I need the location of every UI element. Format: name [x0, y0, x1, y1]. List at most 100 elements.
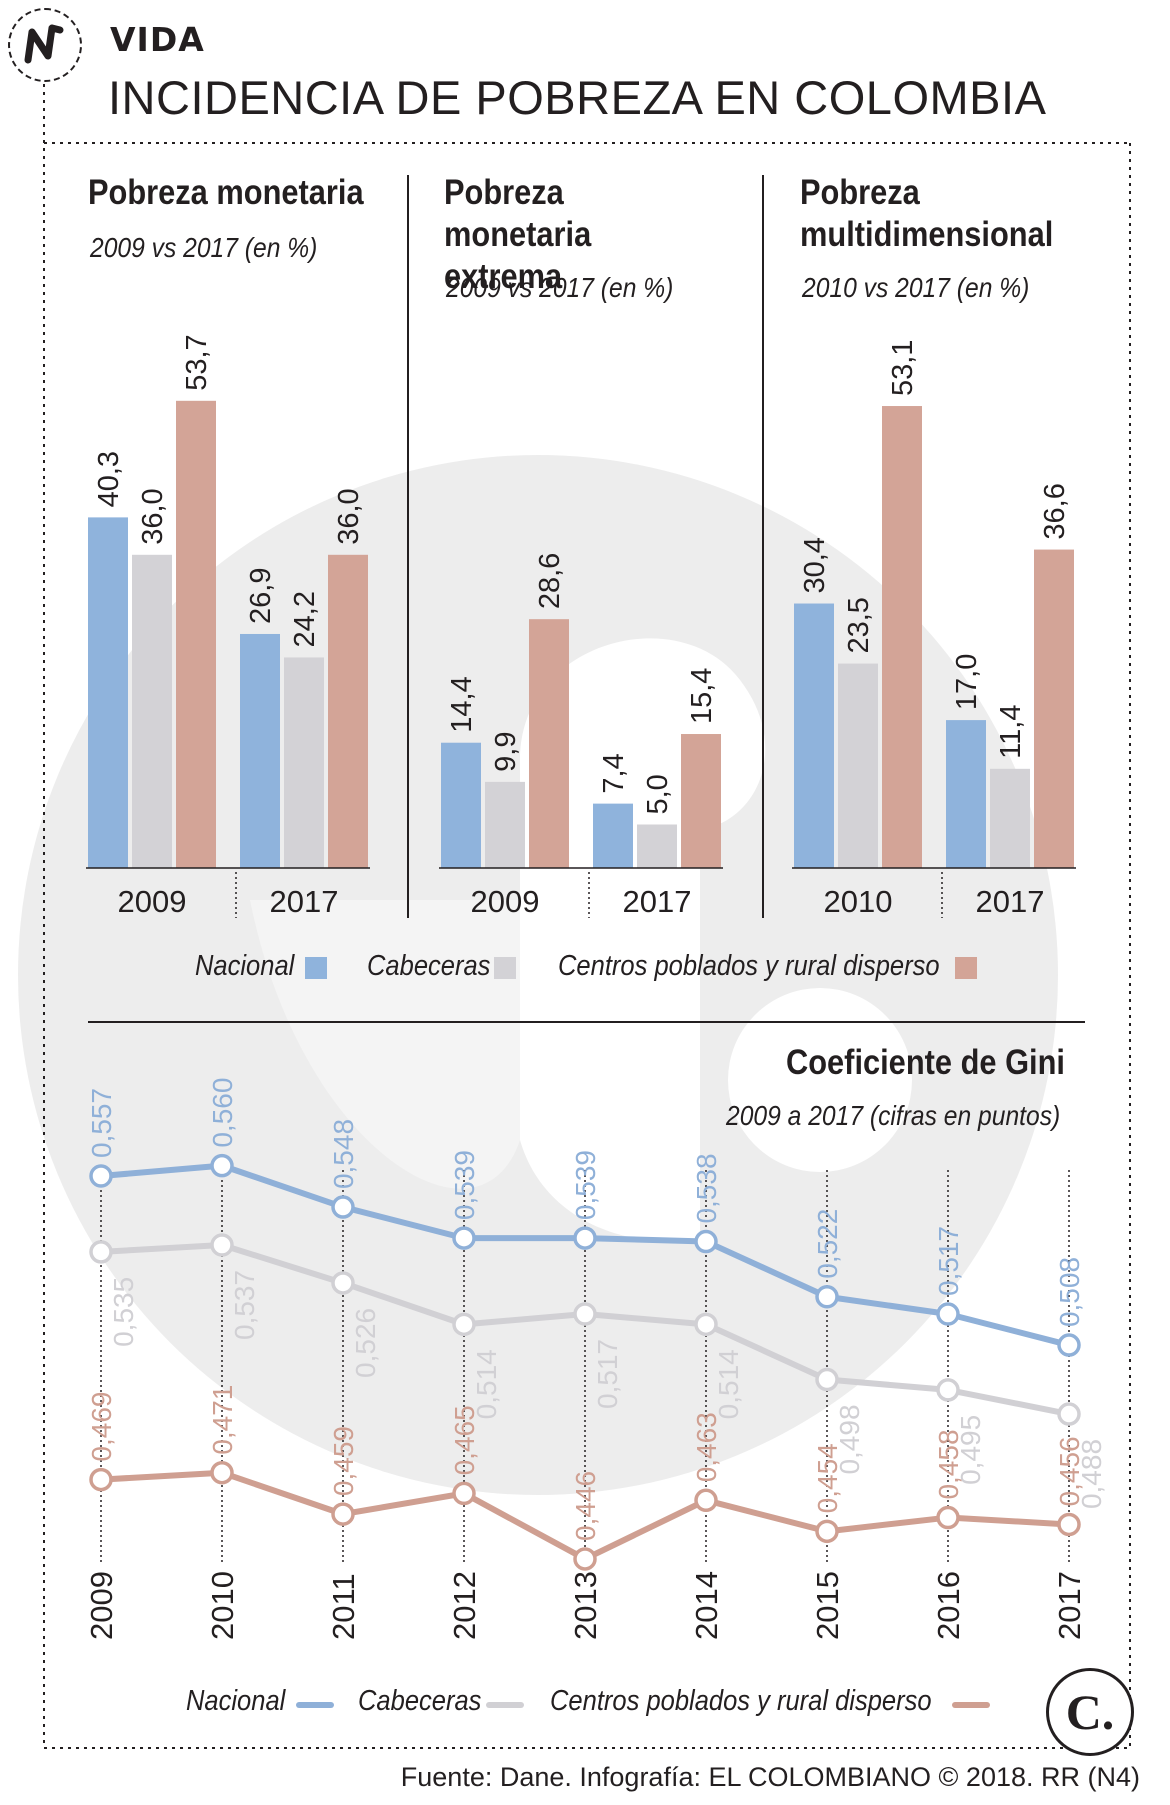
gini-year-label: 2014	[689, 1571, 724, 1640]
gini-value-label: 0,498	[834, 1404, 865, 1474]
bar-legend-swatch-cabeceras	[494, 957, 516, 979]
line-legend-swatch-cabeceras	[486, 1702, 524, 1708]
gini-point	[694, 1312, 718, 1337]
bar-value-label: 36,0	[333, 488, 365, 544]
bar-value-label: 17,0	[951, 654, 983, 710]
bar-legend-label-cabeceras: Cabeceras	[367, 950, 491, 982]
gini-point	[331, 1271, 355, 1295]
gini-point	[210, 1233, 234, 1257]
gini-value-label: 0,514	[713, 1349, 744, 1419]
bar-2-1-1	[990, 768, 1030, 868]
gini-value-label: 0,522	[812, 1209, 843, 1279]
bar-1-0-1	[485, 781, 525, 868]
gini-year-label: 2013	[568, 1571, 603, 1640]
gini-year-label: 2009	[84, 1571, 119, 1640]
gini-value-label: 0,459	[328, 1426, 359, 1496]
gini-value-label: 0,463	[691, 1412, 722, 1482]
bar-1-1-0	[593, 803, 633, 868]
gini-value-label: 0,456	[1054, 1436, 1085, 1506]
gini-plot: 2009 2010 2011 2012 2013 2014 2015 2016 2017 0,55…	[84, 1078, 1107, 1640]
gini-point	[936, 1378, 960, 1402]
bar-category-label: 2009	[118, 884, 187, 919]
bar-legend-label-rural: Centros poblados y rural disperso	[558, 950, 940, 982]
bar-0-1-0	[240, 633, 280, 868]
bar-value-label: 7,4	[598, 753, 630, 793]
bar-1-1-2	[681, 734, 721, 868]
bar-category-label: 2017	[976, 884, 1045, 919]
bar-category-label: 2017	[270, 884, 339, 919]
gini-point	[694, 1488, 718, 1513]
line-legend-swatch-rural	[952, 1702, 990, 1708]
gini-point	[89, 1240, 113, 1264]
gini-value-label: 0,517	[933, 1226, 964, 1296]
line-legend-label-rural: Centros poblados y rural disperso	[550, 1685, 932, 1717]
bar-value-label: 5,0	[642, 774, 674, 814]
gini-value-label: 0,465	[449, 1405, 480, 1475]
bar-value-label: 40,3	[93, 451, 125, 507]
gini-point	[936, 1302, 960, 1326]
gini-year-label: 2011	[326, 1573, 361, 1640]
panel-title-extrema: Pobreza monetaria extrema	[444, 173, 592, 296]
gini-value-label: 0,539	[570, 1150, 601, 1220]
bar-1-0-2	[529, 619, 569, 868]
bar-legend-label-nacional: Nacional	[195, 950, 295, 982]
gini-line-chart: 2009 2010 2011 2012 2013 2014 2015 2016 2017 0,55…	[84, 1078, 1107, 1640]
bar-0-0-0	[88, 517, 128, 868]
panel-subtitle-monetaria: 2009 vs 2017 (en %)	[90, 232, 318, 263]
gini-point	[331, 1502, 355, 1526]
gini-value-label: 0,537	[229, 1270, 260, 1340]
bar-value-label: 26,9	[245, 568, 277, 624]
gini-point	[1057, 1402, 1081, 1426]
bar-value-label: 28,6	[534, 553, 566, 609]
bar-panel-1: 14,4 9,9 28,6 2009 7,4 5,0 15,4 2017	[439, 553, 723, 919]
gini-point	[452, 1226, 476, 1250]
logo-icon	[8, 8, 82, 82]
gini-year-label: 2012	[447, 1571, 482, 1640]
gini-value-label: 0,446	[570, 1471, 601, 1541]
bar-2-0-0	[794, 603, 834, 868]
bar-value-label: 14,4	[446, 676, 478, 732]
gini-point	[815, 1367, 839, 1392]
bar-value-label: 23,5	[843, 597, 875, 653]
panel-title-multidimensional: Pobreza multidimensional	[800, 173, 1054, 254]
bar-0-0-2	[176, 400, 216, 868]
bar-category-label: 2010	[824, 884, 893, 919]
gini-value-label: 0,557	[86, 1088, 117, 1158]
bar-category-label: 2017	[623, 884, 692, 919]
gini-value-label: 0,488	[1076, 1439, 1107, 1509]
bar-panel-2: 30,4 23,5 53,1 2010 17,0 11,4 36,6 2017	[792, 340, 1076, 919]
bar-panel-0: 40,3 36,0 53,7 2009 26,9 24,2 36,0 2017	[86, 334, 370, 919]
bar-0-0-1	[132, 554, 172, 868]
panel-title-monetaria: Pobreza monetaria	[88, 173, 364, 212]
bar-legend-swatch-rural	[955, 957, 977, 979]
gini-point	[1057, 1333, 1081, 1357]
gini-subtitle: 2009 a 2017 (cifras en puntos)	[726, 1100, 1061, 1131]
brand-badge: C.	[1046, 1668, 1134, 1756]
bar-legend: Nacional Cabeceras Centros poblados y ru…	[0, 950, 1170, 990]
source-credit: Fuente: Dane. Infografía: EL COLOMBIANO …	[400, 1762, 1140, 1792]
gini-year-label: 2015	[810, 1571, 845, 1640]
gini-value-label: 0,539	[449, 1150, 480, 1220]
bar-2-0-1	[838, 663, 878, 868]
gini-point	[573, 1547, 597, 1571]
bar-value-label: 9,9	[490, 732, 522, 772]
gini-value-label: 0,560	[207, 1078, 238, 1148]
gini-point	[210, 1153, 234, 1178]
gini-point	[210, 1460, 234, 1485]
bar-value-label: 15,4	[686, 668, 718, 724]
panel-subtitle-extrema: 2009 vs 2017 (en %)	[446, 272, 674, 303]
section-tag: VIDA	[110, 20, 205, 59]
gini-value-label: 0,517	[592, 1339, 623, 1409]
gini-value-label: 0,469	[86, 1392, 117, 1462]
line-legend: Nacional Cabeceras Centros poblados y ru…	[0, 1685, 1170, 1725]
bar-category-label: 2009	[471, 884, 540, 919]
bar-0-1-1	[284, 657, 324, 868]
gini-point	[1057, 1512, 1081, 1537]
gini-point	[331, 1195, 355, 1219]
bar-1-0-0	[441, 742, 481, 868]
gini-year-label: 2016	[931, 1571, 966, 1640]
bar-2-0-2	[882, 406, 922, 868]
line-legend-swatch-nacional	[296, 1702, 334, 1708]
gini-point	[815, 1519, 839, 1544]
